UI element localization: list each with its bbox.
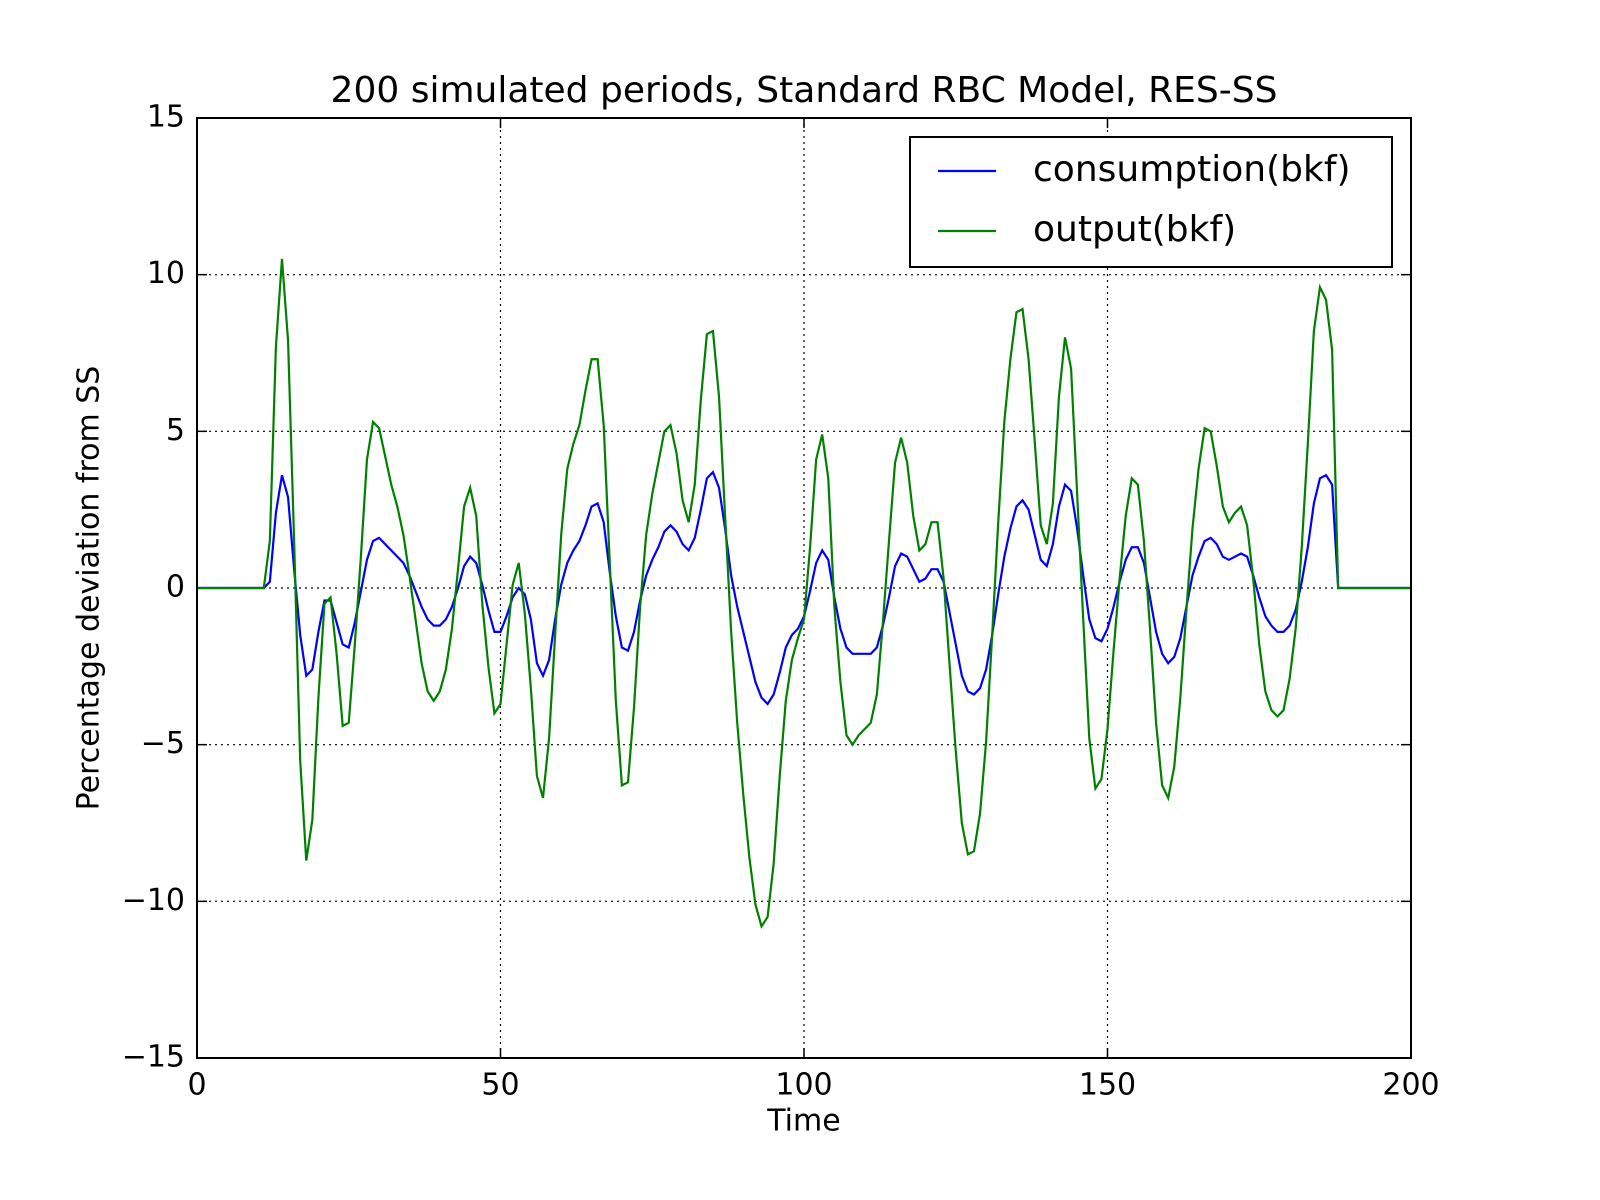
x-tick-label: 0 <box>187 1068 206 1103</box>
x-tick-label: 50 <box>481 1068 519 1103</box>
y-tick-label: 5 <box>166 413 185 448</box>
x-tick-label: 200 <box>1382 1068 1439 1103</box>
x-tick-label: 150 <box>1079 1068 1136 1103</box>
y-tick-label: 0 <box>166 570 185 605</box>
legend-label: output(bkf) <box>1033 209 1236 250</box>
y-tick-label: −15 <box>122 1040 185 1075</box>
legend-box <box>909 136 1393 268</box>
x-axis-label: Time <box>766 1104 840 1139</box>
chart-title: 200 simulated periods, Standard RBC Mode… <box>331 70 1278 111</box>
legend: consumption(bkf) output(bkf) <box>909 136 1393 268</box>
y-tick-label: 15 <box>147 100 185 135</box>
y-axis-label: Percentage deviation from SS <box>72 366 107 811</box>
legend-label: consumption(bkf) <box>1033 149 1351 190</box>
plot-frame <box>196 117 1412 1059</box>
y-tick-label: 10 <box>147 256 185 291</box>
y-tick-label: −10 <box>122 883 185 918</box>
x-tick-label: 100 <box>775 1068 832 1103</box>
y-tick-label: −5 <box>141 726 185 761</box>
line <box>197 258 1411 930</box>
